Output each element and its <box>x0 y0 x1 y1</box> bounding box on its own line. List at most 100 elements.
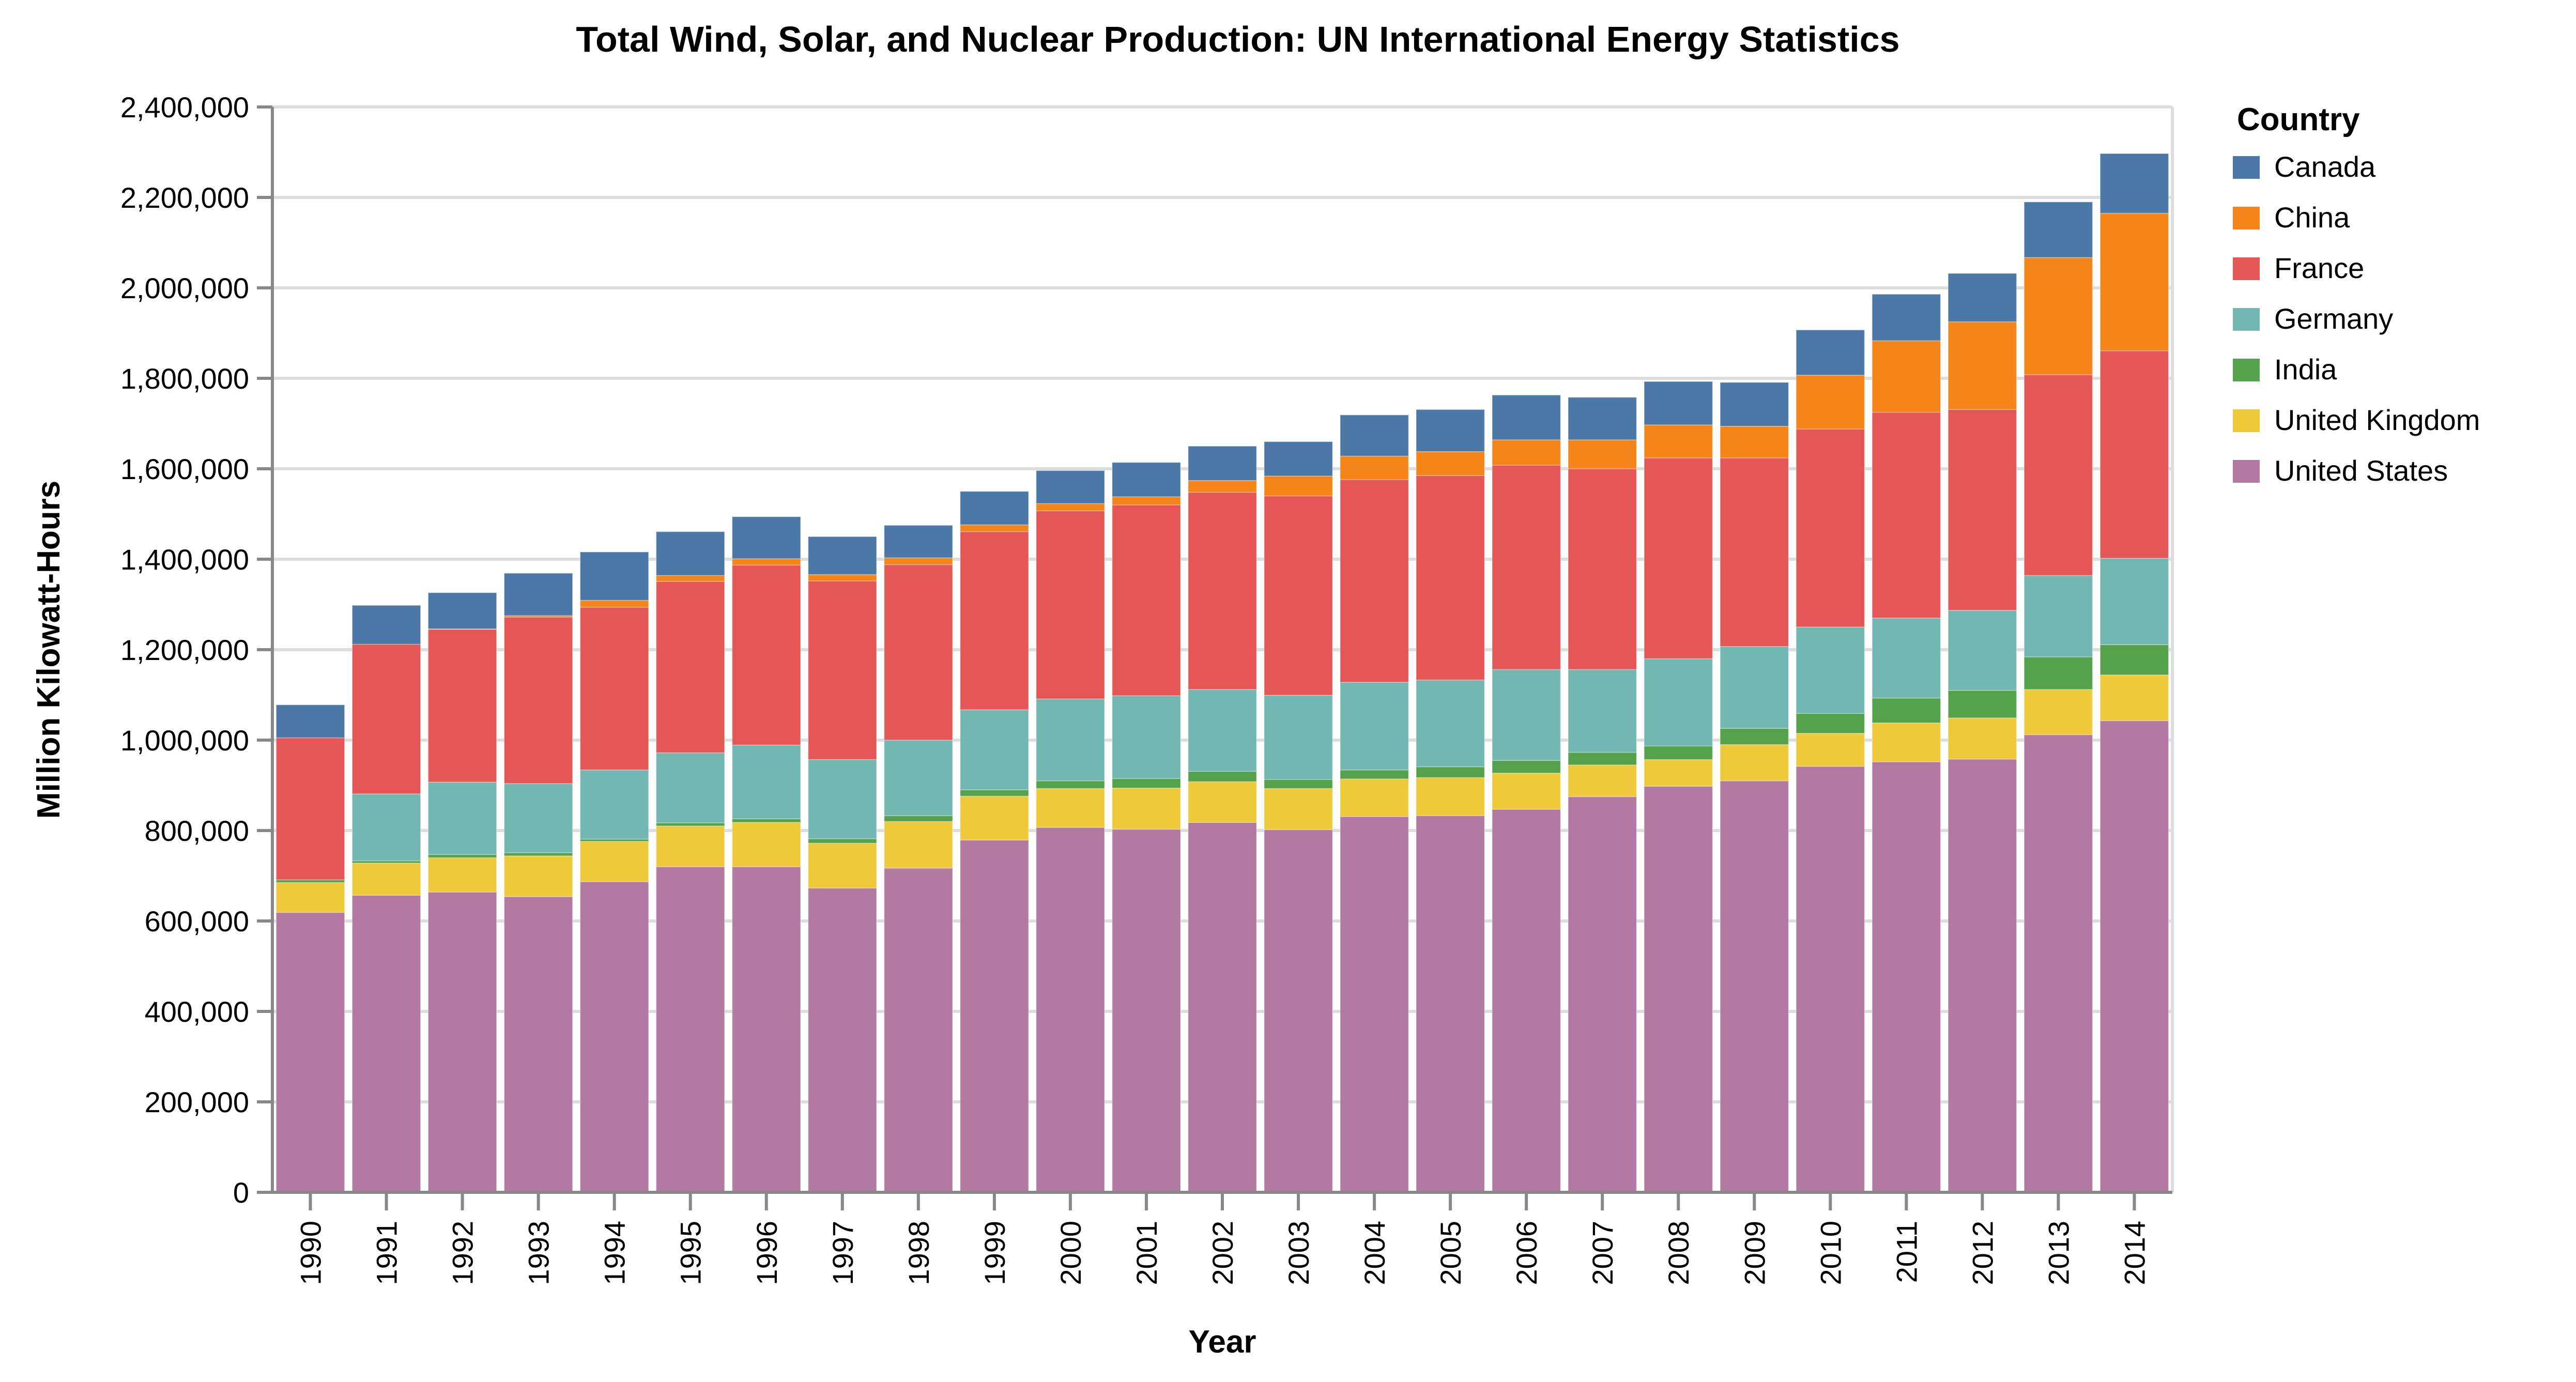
bar-segment-united-states-2002 <box>1188 822 1257 1193</box>
chart-title: Total Wind, Solar, and Nuclear Productio… <box>576 19 1899 59</box>
bar-segment-canada-2010 <box>1796 329 1865 376</box>
bar-segment-canada-2014 <box>2099 153 2169 214</box>
x-tick-label: 1993 <box>523 1221 555 1285</box>
legend-swatch <box>2233 460 2260 483</box>
legend-item-france: France <box>2233 252 2364 284</box>
bar-segment-united-states-2009 <box>1720 780 1789 1193</box>
bar-segment-canada-1994 <box>579 551 649 601</box>
bar-segment-france-1998 <box>883 564 953 741</box>
bar-segment-india-2005 <box>1416 766 1485 778</box>
bar-segment-india-2013 <box>2023 656 2093 690</box>
bar-segment-germany-1994 <box>579 770 649 840</box>
bar-segment-india-2014 <box>2099 644 2169 675</box>
legend-label: France <box>2274 252 2364 284</box>
bar-segment-united-kingdom-1993 <box>503 855 573 897</box>
bar-segment-united-states-2014 <box>2099 720 2169 1193</box>
bar-segment-france-1992 <box>427 628 497 783</box>
bar-segment-china-1995 <box>655 575 725 582</box>
bar-segment-canada-1991 <box>351 605 421 645</box>
bar-segment-germany-1999 <box>959 709 1029 790</box>
bar-segment-united-states-1998 <box>883 867 953 1193</box>
bar-segment-france-2007 <box>1568 468 1637 670</box>
bar-segment-united-states-1999 <box>959 839 1029 1193</box>
bar-segment-china-1998 <box>883 557 953 565</box>
bar-segment-united-kingdom-2012 <box>1948 717 2017 760</box>
bar-segment-france-2002 <box>1188 492 1257 690</box>
bar-segment-germany-1998 <box>883 740 953 816</box>
bar-segment-france-2004 <box>1340 479 1409 683</box>
bar-segment-india-2012 <box>1948 690 2017 718</box>
bar-segment-united-kingdom-2000 <box>1036 788 1105 828</box>
bar-stack-2001 <box>1112 462 1181 1193</box>
y-tick-label: 1,400,000 <box>120 543 249 576</box>
bar-stack-1999 <box>959 491 1029 1193</box>
x-tick-label: 2007 <box>1586 1221 1619 1285</box>
bar-segment-france-2009 <box>1720 457 1789 647</box>
bar-segment-united-states-2005 <box>1416 815 1485 1193</box>
bar-segment-canada-2004 <box>1340 414 1409 457</box>
bar-segment-germany-2000 <box>1036 698 1105 781</box>
legend-label: India <box>2274 353 2337 386</box>
bar-segment-germany-1992 <box>427 781 497 855</box>
bar-segment-india-1999 <box>959 789 1029 797</box>
bar-stack-2003 <box>1264 441 1333 1193</box>
bar-segment-united-kingdom-1995 <box>655 825 725 867</box>
bar-segment-germany-2001 <box>1112 695 1181 779</box>
y-tick-label: 400,000 <box>145 995 249 1028</box>
bar-segment-united-kingdom-2001 <box>1112 788 1181 830</box>
bar-segment-united-states-1994 <box>579 881 649 1193</box>
bar-segment-india-2001 <box>1112 778 1181 789</box>
x-tick-label: 2012 <box>1966 1221 1999 1285</box>
bar-stack-2002 <box>1188 446 1257 1193</box>
bar-segment-india-2007 <box>1568 751 1637 765</box>
bar-segment-germany-2008 <box>1644 658 1713 747</box>
bar-segment-china-2001 <box>1112 496 1181 505</box>
y-tick-label: 0 <box>233 1176 249 1209</box>
legend-label: China <box>2274 201 2350 234</box>
bar-segment-france-2012 <box>1948 409 2017 611</box>
bar-segment-united-kingdom-2008 <box>1644 759 1713 787</box>
bar-segment-united-states-2008 <box>1644 786 1713 1193</box>
bar-segment-germany-2007 <box>1568 669 1637 753</box>
bar-stack-2009 <box>1720 382 1789 1193</box>
bar-segment-france-2008 <box>1644 457 1713 659</box>
bar-stack-2000 <box>1036 470 1105 1193</box>
bar-stack-2014 <box>2099 153 2169 1193</box>
bar-segment-canada-1998 <box>883 525 953 559</box>
bar-segment-india-2003 <box>1264 779 1333 789</box>
bar-segment-india-1992 <box>427 854 497 858</box>
bar-segment-united-states-2007 <box>1568 796 1637 1193</box>
bar-stack-1996 <box>731 516 801 1193</box>
bar-segment-canada-2002 <box>1188 446 1257 481</box>
bar-segment-india-1997 <box>807 838 877 844</box>
bar-segment-canada-2001 <box>1112 462 1181 497</box>
bar-segment-germany-2006 <box>1492 669 1561 761</box>
bar-segment-india-1998 <box>883 815 953 822</box>
bar-segment-canada-1996 <box>731 516 801 559</box>
bar-segment-france-2000 <box>1036 510 1105 700</box>
y-tick-label: 2,000,000 <box>120 272 249 304</box>
bar-segment-france-1994 <box>579 607 649 771</box>
bar-segment-france-2006 <box>1492 465 1561 670</box>
bar-segment-india-2000 <box>1036 780 1105 789</box>
bar-segment-france-2005 <box>1416 475 1485 681</box>
x-tick-label: 1994 <box>599 1221 631 1285</box>
bar-segment-united-states-1992 <box>427 892 497 1193</box>
bar-segment-germany-2010 <box>1796 626 1865 714</box>
bar-segment-china-2007 <box>1568 439 1637 469</box>
x-tick-label: 1999 <box>978 1221 1011 1285</box>
bar-segment-china-1994 <box>579 600 649 608</box>
bar-stack-1997 <box>807 536 877 1193</box>
bar-segment-canada-2007 <box>1568 397 1637 440</box>
bar-segment-india-2004 <box>1340 770 1409 779</box>
x-tick-label: 1998 <box>902 1221 935 1285</box>
bar-segment-china-1999 <box>959 524 1029 532</box>
bar-segment-france-1996 <box>731 564 801 746</box>
bar-segment-united-kingdom-1999 <box>959 795 1029 841</box>
bar-segment-germany-1995 <box>655 752 725 823</box>
x-tick-label: 2008 <box>1662 1221 1695 1285</box>
bar-segment-china-2004 <box>1340 455 1409 480</box>
x-tick-label: 2009 <box>1738 1221 1771 1285</box>
legend-item-china: China <box>2233 201 2350 234</box>
